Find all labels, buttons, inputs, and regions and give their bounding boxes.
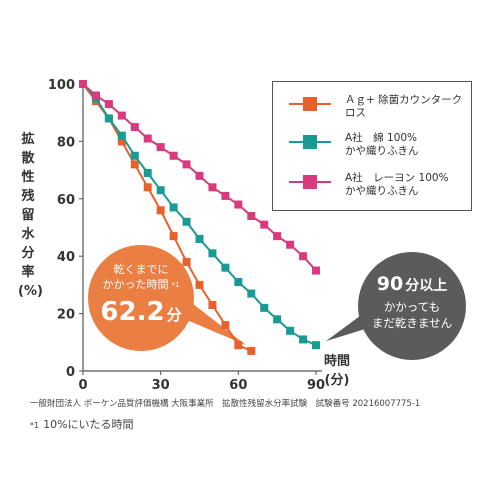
y-tick-label: 80 <box>57 135 75 150</box>
data-point <box>234 278 243 287</box>
callout-not-dry-line1: 90 分以上 <box>376 273 448 295</box>
data-point <box>130 160 139 169</box>
data-point <box>182 160 191 169</box>
data-point <box>312 266 320 275</box>
data-point <box>195 280 204 289</box>
data-point <box>130 123 139 132</box>
data-point <box>156 186 165 195</box>
x-axis-label: 時間 <box>323 354 350 369</box>
callout-not-dry-line2: かかっても <box>383 300 441 314</box>
data-point <box>286 326 295 335</box>
data-point <box>130 151 139 160</box>
data-point <box>286 240 295 249</box>
data-point <box>299 252 308 261</box>
data-point <box>234 200 243 209</box>
callout-note-mark: *1 <box>171 281 180 289</box>
data-point <box>182 257 191 266</box>
data-point <box>260 220 269 229</box>
y-tick-label: 60 <box>57 193 75 208</box>
data-point <box>273 232 282 241</box>
data-point <box>169 203 178 212</box>
data-point <box>312 341 320 350</box>
data-point <box>195 234 204 243</box>
data-point <box>221 263 230 272</box>
data-point <box>169 151 178 160</box>
chart-axes <box>79 82 322 375</box>
data-point <box>143 183 152 192</box>
x-axis-unit: (分) <box>324 373 350 388</box>
data-point <box>260 303 269 312</box>
source-footnote: 一般財団法人 ボーケン品質評価機構 大阪事業所 拡散性残留水分率試験 試験番号 … <box>30 399 421 409</box>
tick-labels: 0 20 40 60 80 100 0 30 60 90 <box>48 78 325 393</box>
data-point <box>195 171 204 180</box>
callout-dry-time-value: 62.2 分 <box>100 297 182 327</box>
x-tick-label: 30 <box>152 378 170 393</box>
data-point <box>247 212 256 221</box>
legend-item-orange: Ａｇ+ 除菌カウンタークロス <box>287 94 471 120</box>
callout-dry-time-line1: 乾くまでに <box>113 263 169 276</box>
y-tick-label: 40 <box>57 250 75 265</box>
data-point <box>299 335 308 344</box>
data-point <box>208 300 217 309</box>
data-point <box>104 114 113 123</box>
data-point <box>143 168 152 177</box>
data-point <box>208 249 217 258</box>
data-point <box>234 341 243 350</box>
y-axis-label: 拡散性残留水分率(%) <box>18 132 43 299</box>
callout-not-dry: 90 分以上 かかっても まだ乾きません <box>358 252 466 360</box>
data-point <box>156 206 165 215</box>
callout-dry-time: 乾くまでに かかった時間 *1 62.2 分 <box>88 245 194 351</box>
callout-not-dry-line3: まだ乾きません <box>371 316 453 330</box>
note-footnote: *1 10%にいたる時間 <box>30 418 134 431</box>
legend-swatch-teal <box>287 135 333 149</box>
data-point <box>156 143 165 152</box>
legend-label-pink: A社 レーヨン 100% かや織りふきん <box>345 172 449 197</box>
y-tick-label: 0 <box>66 365 75 380</box>
data-point <box>117 137 126 146</box>
data-point <box>79 80 87 88</box>
x-tick-label: 90 <box>307 378 325 393</box>
data-point <box>91 91 100 100</box>
note-mark: *1 <box>30 421 40 430</box>
x-axis-title: 時間 (分) <box>312 352 362 390</box>
legend-item-teal: A社 綿 100% かや織りふきん <box>287 132 419 158</box>
x-tick-label: 60 <box>229 378 247 393</box>
legend-swatch-orange <box>287 97 333 111</box>
data-point <box>221 321 230 330</box>
y-tick-label: 20 <box>57 308 75 323</box>
data-point <box>247 346 256 355</box>
data-point <box>143 134 152 143</box>
callout-dry-time-line2: かかった時間 *1 <box>102 278 180 291</box>
data-point <box>221 191 230 200</box>
data-point <box>273 315 282 324</box>
data-point <box>104 100 113 109</box>
y-tick-label: 100 <box>48 78 75 93</box>
series-lines <box>79 80 320 355</box>
legend-label-orange: Ａｇ+ 除菌カウンタークロス <box>345 94 463 119</box>
series-2 <box>79 80 320 275</box>
data-point <box>169 232 178 241</box>
x-tick-label: 0 <box>78 378 87 393</box>
legend-swatch-pink <box>287 175 333 189</box>
legend: Ａｇ+ 除菌カウンタークロス A社 綿 100% かや織りふきん A社 レーヨン… <box>272 81 472 211</box>
data-point <box>117 111 126 120</box>
legend-label-teal: A社 綿 100% かや織りふきん <box>345 132 419 157</box>
data-point <box>247 289 256 298</box>
data-point <box>208 183 217 192</box>
legend-item-pink: A社 レーヨン 100% かや織りふきん <box>287 172 449 198</box>
data-point <box>117 131 126 140</box>
data-point <box>182 217 191 226</box>
